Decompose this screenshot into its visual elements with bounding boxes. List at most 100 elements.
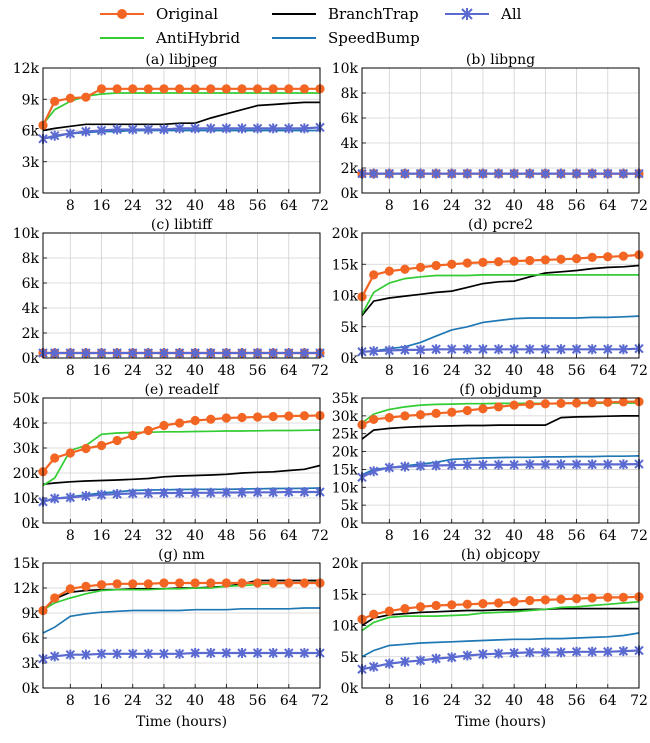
y-tick-label: 5k [341, 498, 359, 514]
data-point [128, 348, 138, 358]
legend-label: Original [156, 5, 218, 23]
data-point [221, 84, 231, 94]
y-tick-label: 10k [332, 619, 359, 635]
data-point [268, 123, 278, 134]
data-point [299, 487, 310, 497]
data-point [431, 260, 441, 271]
chart-title: (c) libtiff [151, 217, 213, 233]
data-point [159, 578, 169, 588]
x-tick-label: 16 [412, 528, 430, 544]
data-point [462, 599, 472, 609]
y-tick-label: 4k [22, 301, 40, 317]
data-point [540, 647, 551, 658]
x-tick-label: 72 [311, 693, 329, 709]
data-point [49, 348, 60, 358]
data-point [368, 346, 379, 357]
series-line [361, 415, 639, 440]
data-point [174, 648, 185, 659]
y-tick-label: 6k [341, 111, 359, 127]
data-point [284, 348, 294, 358]
data-point [603, 344, 613, 355]
data-point [221, 123, 232, 134]
data-point [571, 168, 582, 179]
x-tick-label: 40 [505, 363, 523, 379]
data-point [65, 649, 76, 660]
data-point [384, 168, 395, 179]
data-point [206, 414, 216, 424]
x-tick-label: 48 [536, 693, 554, 709]
y-tick-label: 10k [332, 480, 359, 496]
data-point [284, 123, 294, 134]
data-point [587, 398, 597, 408]
data-point [112, 84, 122, 94]
data-point [143, 84, 153, 94]
data-point [603, 252, 613, 262]
data-point [571, 594, 582, 604]
data-point [525, 255, 535, 266]
data-point [447, 168, 457, 179]
x-axis-label: Time (hours) [136, 714, 227, 730]
data-point [128, 430, 138, 441]
data-point [571, 398, 582, 408]
data-point [81, 92, 91, 102]
y-tick-label: 15k [13, 556, 40, 572]
data-point [81, 581, 91, 591]
x-tick-label: 56 [249, 198, 267, 214]
data-point [252, 84, 263, 94]
x-tick-label: 64 [599, 528, 617, 544]
data-point [237, 578, 247, 588]
data-point [237, 487, 247, 498]
data-point [556, 459, 566, 470]
data-point [81, 649, 91, 660]
x-tick-label: 40 [505, 528, 523, 544]
data-point [143, 648, 154, 659]
x-tick-label: 48 [536, 363, 554, 379]
x-tick-label: 16 [93, 693, 111, 709]
x-tick-label: 72 [630, 528, 648, 544]
data-point [174, 84, 185, 94]
x-tick-label: 48 [536, 528, 554, 544]
chart-title: (h) objcopy [461, 547, 540, 563]
x-tick-label: 32 [474, 693, 492, 709]
data-point [65, 492, 76, 503]
x-axis-label: Time (hours) [455, 714, 546, 730]
data-point [268, 84, 278, 94]
y-tick-label: 12k [13, 61, 40, 77]
data-point [284, 578, 294, 588]
x-tick-label: 32 [474, 363, 492, 379]
x-tick-label: 40 [186, 198, 204, 214]
data-point [112, 348, 122, 358]
data-point [478, 404, 488, 414]
data-point [65, 584, 75, 594]
data-point [49, 130, 60, 141]
panel: 0k 5k 10k 15k 20k 8 16 24 32 40 48 56 64 72 (h) objcop… [332, 547, 648, 730]
y-tick-label: 30k [13, 441, 40, 457]
data-point [509, 344, 519, 355]
data-point [571, 459, 582, 470]
data-point [237, 412, 247, 423]
data-point [221, 648, 232, 658]
y-tick-label: 9k [22, 92, 40, 108]
data-point [400, 656, 410, 667]
y-tick-label: 0k [341, 516, 359, 532]
y-tick-label: 8k [22, 251, 40, 267]
series-line [42, 464, 321, 486]
data-point [252, 348, 263, 358]
data-point [96, 348, 107, 358]
data-point [431, 344, 441, 355]
x-tick-label: 56 [568, 528, 586, 544]
x-tick-label: 16 [93, 198, 111, 214]
chart-title: (d) pcre2 [468, 217, 533, 233]
data-point [525, 399, 535, 410]
data-point [174, 488, 185, 498]
data-point [462, 168, 473, 179]
data-point [571, 344, 582, 355]
data-point [509, 400, 519, 410]
series-line [361, 600, 640, 632]
y-tick-label: 25k [332, 427, 359, 443]
data-point [415, 655, 426, 666]
data-point [447, 460, 457, 471]
data-point [49, 651, 60, 662]
